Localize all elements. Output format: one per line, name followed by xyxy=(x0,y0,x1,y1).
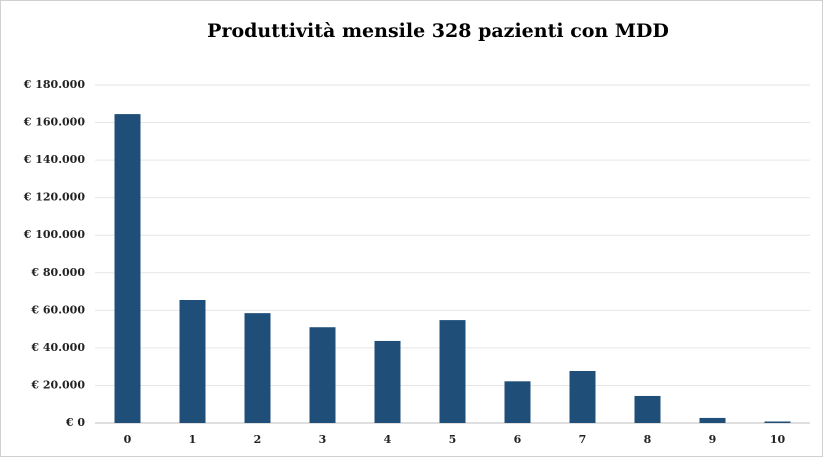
y-tick-label: € 20.000 xyxy=(30,378,85,391)
x-tick-label: 4 xyxy=(384,433,392,446)
x-tick-label: 1 xyxy=(189,433,197,446)
x-tick-label: 7 xyxy=(579,433,587,446)
bar xyxy=(764,421,791,423)
bar xyxy=(504,381,531,423)
y-tick-label: € 140.000 xyxy=(23,153,86,166)
bar xyxy=(179,300,206,423)
y-tick-label: € 100.000 xyxy=(23,228,86,241)
x-tick-label: 0 xyxy=(124,433,132,446)
bar xyxy=(244,313,271,423)
bar xyxy=(439,320,466,423)
y-tick-label: € 0 xyxy=(65,416,85,429)
bar xyxy=(634,395,661,423)
bar xyxy=(699,417,726,423)
x-tick-label: 3 xyxy=(319,433,327,446)
bar xyxy=(114,114,141,423)
bar xyxy=(569,370,596,423)
x-tick-label: 6 xyxy=(514,433,522,446)
y-tick-label: € 40.000 xyxy=(30,341,85,354)
x-tick-label: 2 xyxy=(254,433,262,446)
chart-title: Produttività mensile 328 pazienti con MD… xyxy=(207,20,669,42)
bar xyxy=(374,340,401,423)
y-tick-label: € 120.000 xyxy=(23,191,86,204)
y-tick-label: € 60.000 xyxy=(30,303,85,316)
y-tick-label: € 80.000 xyxy=(30,266,85,279)
x-tick-label: 9 xyxy=(709,433,717,446)
x-tick-label: 8 xyxy=(644,433,652,446)
y-tick-label: € 180.000 xyxy=(23,78,86,91)
x-tick-label: 5 xyxy=(449,433,457,446)
y-tick-label: € 160.000 xyxy=(23,116,86,129)
bar xyxy=(309,327,336,423)
x-tick-label: 10 xyxy=(770,433,786,446)
